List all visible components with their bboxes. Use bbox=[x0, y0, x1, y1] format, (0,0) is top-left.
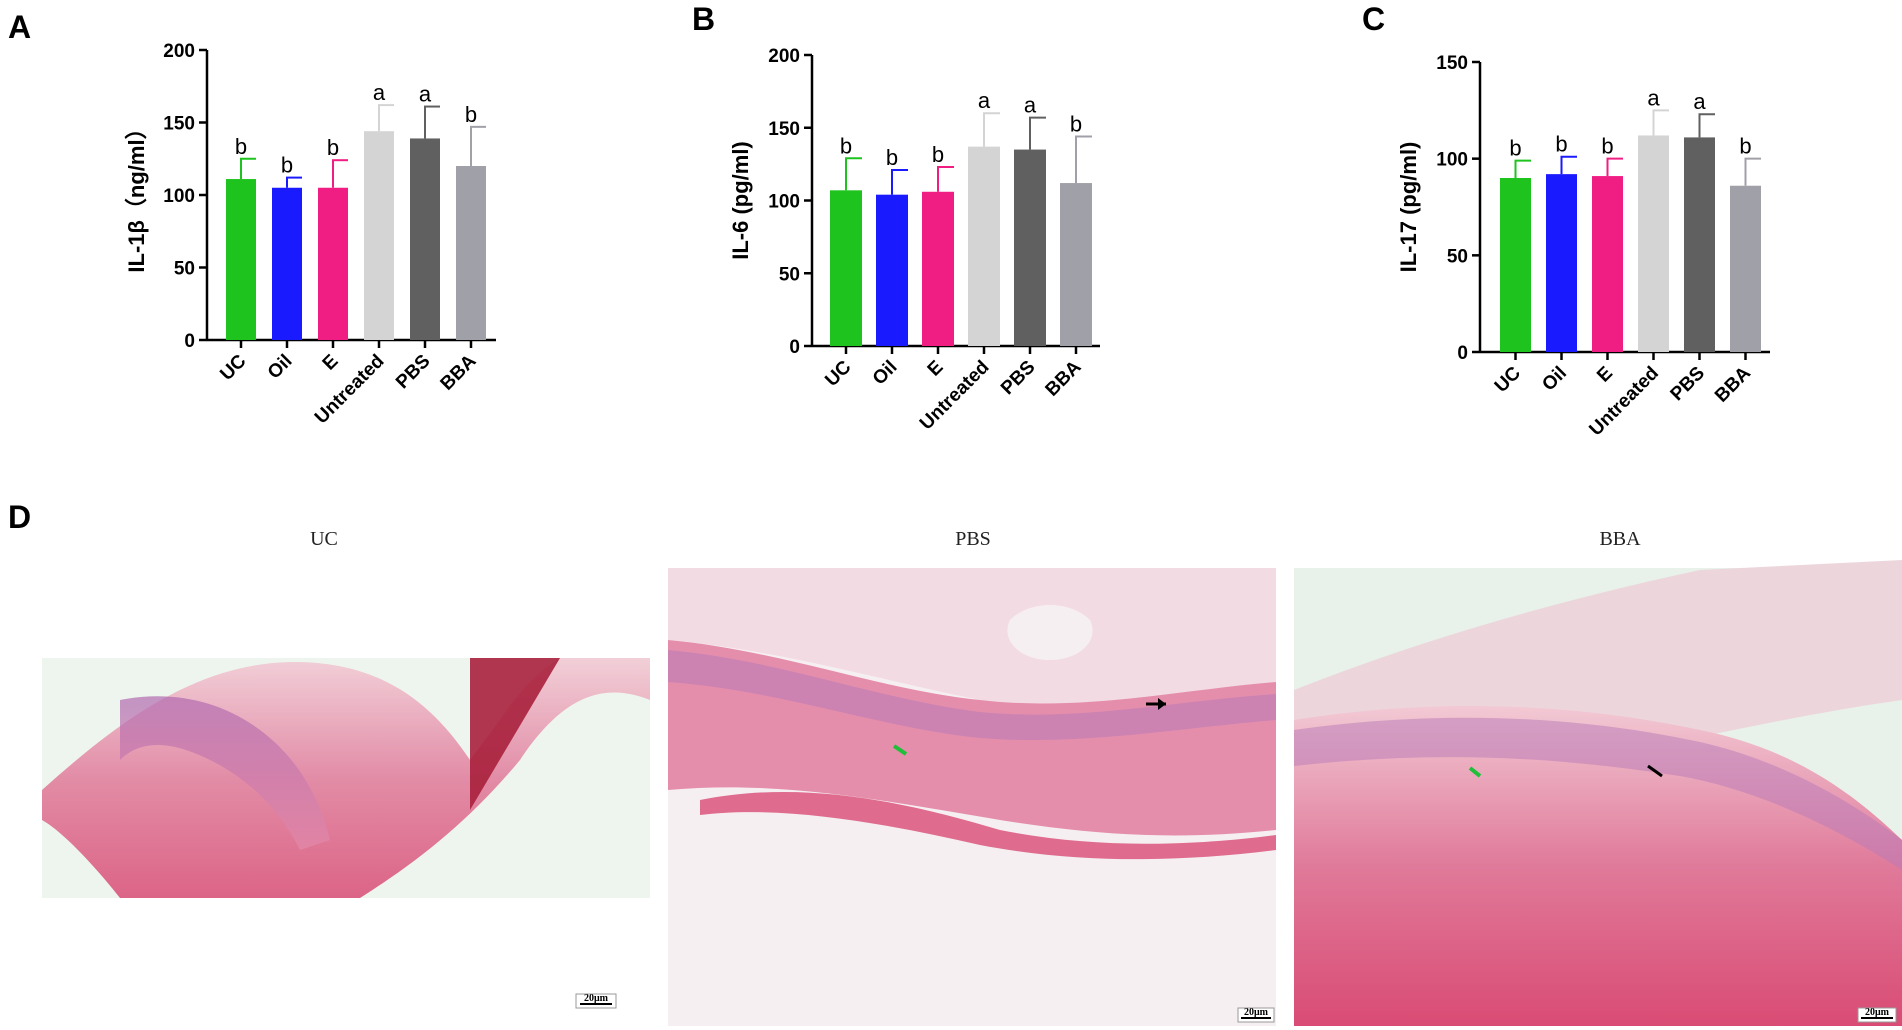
chart-b-significance-letter: a bbox=[978, 88, 991, 113]
chart-c-y-axis-label: IL-17 (pg/ml) bbox=[1396, 142, 1421, 273]
chart-c-y-tick-label: 0 bbox=[1457, 343, 1468, 364]
chart-a-y-tick-label: 150 bbox=[163, 114, 195, 135]
chart-a-y-tick-label: 50 bbox=[174, 259, 195, 280]
chart-b-bar bbox=[922, 191, 954, 346]
chart-b-significance-letter: a bbox=[1024, 93, 1037, 118]
chart-b-y-tick-label: 50 bbox=[779, 264, 800, 285]
chart-c-category-label: PBS bbox=[1667, 363, 1709, 405]
chart-b-y-tick-label: 0 bbox=[789, 337, 800, 358]
chart-a-bar bbox=[272, 187, 302, 340]
chart-b-significance-letter: b bbox=[1070, 111, 1082, 136]
chart-b-category-label: UC bbox=[821, 356, 855, 390]
chart-a-significance-letter: b bbox=[327, 135, 339, 160]
chart-a-bar bbox=[364, 131, 394, 340]
chart-b-y-tick-label: 200 bbox=[768, 46, 800, 67]
scale-bar-label-pbs: 20μm bbox=[1244, 1007, 1269, 1018]
chart-b-bar bbox=[830, 190, 862, 346]
chart-c-category-label: Oil bbox=[1538, 363, 1571, 396]
chart-a-category-label: Oil bbox=[264, 351, 297, 384]
chart-a-y-tick-label: 0 bbox=[184, 331, 195, 352]
chart-c-significance-letter: a bbox=[1693, 89, 1706, 114]
chart-c-y-tick-label: 150 bbox=[1436, 53, 1468, 74]
chart-c-y-tick-label: 50 bbox=[1447, 246, 1468, 267]
chart-b-bar bbox=[1014, 149, 1046, 346]
chart-c-significance-letter: b bbox=[1509, 136, 1521, 161]
chart-a-significance-letter: b bbox=[235, 134, 247, 159]
chart-c-bar bbox=[1638, 135, 1669, 352]
chart-b-bar bbox=[876, 194, 908, 346]
histology-title-bba: BBA bbox=[1599, 528, 1641, 550]
panel-letter-d: D bbox=[8, 499, 31, 535]
chart-b-category-label: BBA bbox=[1042, 356, 1086, 400]
green-arrow-marker-pbs bbox=[892, 744, 908, 756]
chart-b-category-label: Oil bbox=[869, 357, 902, 390]
chart-a-y-tick-label: 200 bbox=[163, 41, 195, 62]
scale-bar-label-bba: 20μm bbox=[1865, 1007, 1890, 1018]
black-arrow-marker-bba bbox=[1647, 764, 1663, 778]
chart-a-category-label: E bbox=[319, 351, 343, 375]
chart-a-significance-letter: b bbox=[281, 153, 293, 178]
chart-a-significance-letter: a bbox=[373, 80, 386, 105]
chart-a-bar bbox=[318, 187, 348, 340]
chart-c-category-label: UC bbox=[1491, 362, 1525, 396]
green-arrow-marker-bba bbox=[1468, 766, 1482, 778]
chart-b-category-label: E bbox=[924, 357, 948, 381]
chart-c-bar bbox=[1500, 178, 1531, 352]
chart-a-bar bbox=[410, 138, 440, 340]
chart-b-y-axis-label: IL-6 (pg/ml) bbox=[728, 141, 753, 260]
chart-b-bar bbox=[1060, 183, 1092, 346]
histology-image-uc: UC 20μm bbox=[42, 528, 650, 1009]
chart-a-bar bbox=[456, 166, 486, 340]
histology-image-pbs: PBS 20μm bbox=[668, 528, 1276, 1026]
histology-title-pbs: PBS bbox=[955, 528, 991, 550]
histology-title-uc: UC bbox=[310, 528, 338, 550]
chart-c-significance-letter: b bbox=[1555, 132, 1567, 157]
chart-a-category-label: UC bbox=[216, 350, 250, 384]
chart-c-significance-letter: b bbox=[1739, 134, 1751, 159]
chart-b-significance-letter: b bbox=[932, 142, 944, 167]
chart-c-panel-letter: C bbox=[1362, 1, 1385, 37]
chart-c-bar bbox=[1684, 137, 1715, 352]
chart-c-bar bbox=[1546, 174, 1577, 352]
chart-b-y-tick-label: 150 bbox=[768, 119, 800, 140]
chart-b-y-tick-label: 100 bbox=[768, 192, 800, 213]
chart-a-category-label: PBS bbox=[392, 351, 434, 393]
chart-b-significance-letter: b bbox=[840, 133, 852, 158]
chart-c-y-tick-label: 100 bbox=[1436, 150, 1468, 171]
chart-c-category-label: E bbox=[1593, 363, 1617, 387]
chart-a-significance-letter: b bbox=[465, 102, 477, 127]
chart-a-y-tick-label: 100 bbox=[163, 186, 195, 207]
chart-a-category-label: BBA bbox=[437, 350, 481, 394]
scale-bar-label-uc: 20μm bbox=[584, 993, 609, 1004]
chart-a-significance-letter: a bbox=[419, 82, 432, 107]
chart-c-bar bbox=[1730, 185, 1761, 352]
chart-a-bar bbox=[226, 179, 256, 340]
chart-a-panel-letter: A bbox=[8, 9, 31, 45]
chart-b-bar bbox=[968, 146, 1000, 346]
chart-a-y-axis-label: IL-1β（ng/ml） bbox=[124, 117, 149, 272]
chart-c-significance-letter: a bbox=[1647, 85, 1660, 110]
chart-b-significance-letter: b bbox=[886, 145, 898, 170]
chart-b-panel-letter: B bbox=[692, 1, 715, 37]
chart-c-significance-letter: b bbox=[1601, 134, 1613, 159]
chart-c-bar bbox=[1592, 176, 1623, 352]
chart-c-category-label: BBA bbox=[1711, 362, 1755, 406]
histology-image-bba: BBA 20μm bbox=[1294, 528, 1902, 1026]
chart-b-category-label: PBS bbox=[997, 357, 1039, 399]
